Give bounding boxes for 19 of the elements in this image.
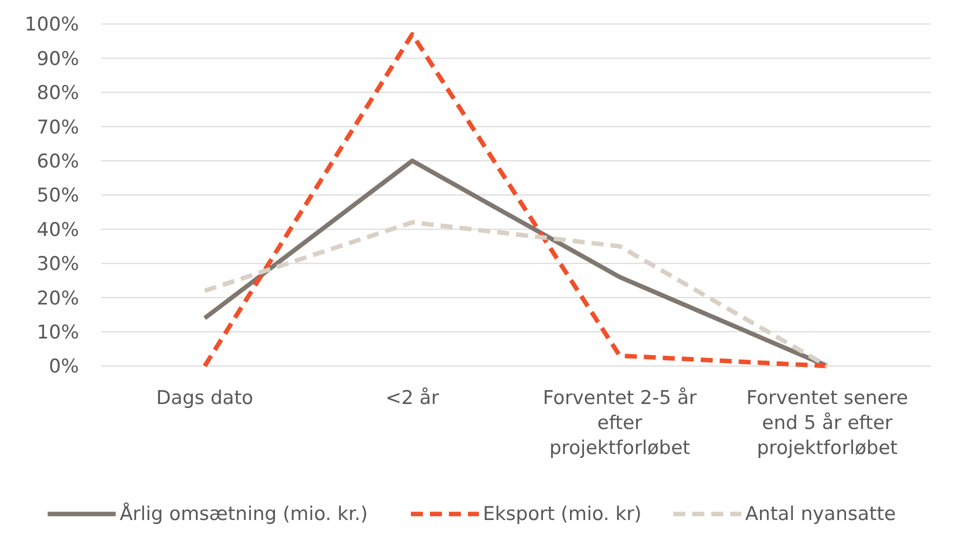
legend-label: Årlig omsætning (mio. kr.)	[120, 502, 368, 525]
y-tick-label: 20%	[36, 287, 79, 310]
legend-label: Antal nyansatte	[745, 503, 896, 525]
y-tick-label: 100%	[24, 14, 79, 36]
x-tick-label: Forventet senere end 5 år efter projektforløbet	[746, 387, 908, 459]
legend-label: Eksport (mio. kr)	[482, 503, 642, 525]
y-tick-label: 30%	[36, 253, 79, 276]
x-tick-label: <2 år	[385, 387, 440, 409]
y-tick-label: 80%	[36, 82, 79, 104]
x-tick-label: Dags dato	[156, 387, 254, 409]
y-tick-label: 60%	[36, 150, 79, 172]
y-tick-label: 0%	[48, 356, 79, 378]
y-tick-label: 40%	[36, 218, 79, 241]
y-tick-label: 90%	[36, 48, 79, 70]
y-tick-label: 70%	[36, 116, 79, 138]
y-tick-label: 50%	[36, 184, 79, 207]
line-series	[202, 220, 830, 368]
y-tick-label: 10%	[36, 321, 79, 344]
x-tick-label: Forventet 2-5 år efter projektforløbet	[542, 387, 697, 459]
